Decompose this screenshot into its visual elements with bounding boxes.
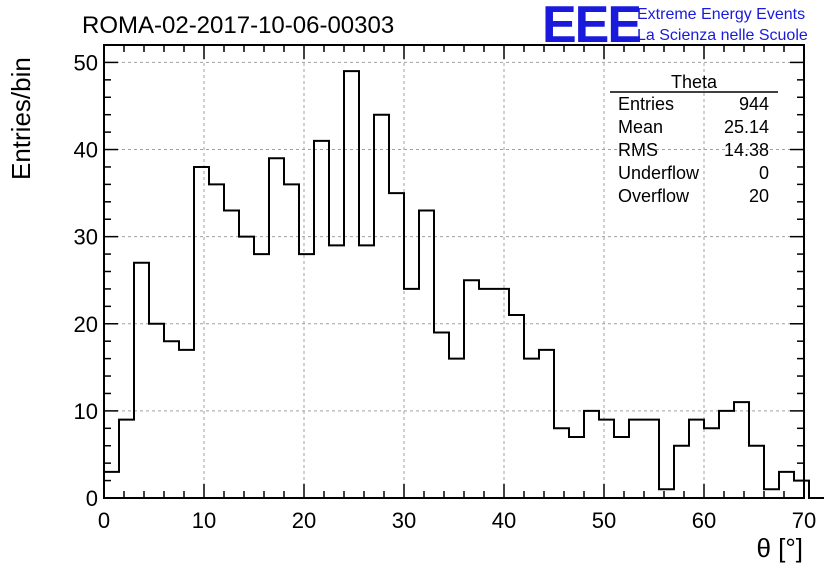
x-tick-label: 10 (192, 508, 216, 533)
logo-line-2: La Scienza nelle Scuole (637, 27, 808, 44)
x-axis-title: θ [°] (756, 533, 803, 563)
x-tick-label: 50 (592, 508, 616, 533)
stats-row-value: 20 (749, 186, 769, 206)
stats-row-value: 944 (739, 94, 769, 114)
x-tick-labels: 0 10 20 30 40 50 60 70 (98, 508, 816, 533)
grid-lines (104, 45, 804, 498)
axis-ticks (103, 44, 805, 499)
stats-row-label: Underflow (618, 163, 700, 183)
eee-logo: EEE Extreme Energy Events La Scienza nel… (542, 0, 808, 54)
stats-row-value: 14.38 (724, 140, 769, 160)
stats-row-label: Mean (618, 117, 663, 137)
y-tick-label: 30 (74, 225, 98, 250)
y-tick-label: 20 (74, 312, 98, 337)
y-tick-label: 10 (74, 399, 98, 424)
histogram-series-line (103, 70, 824, 499)
x-tick-label: 0 (98, 508, 110, 533)
stats-row-label: RMS (618, 140, 658, 160)
y-tick-label: 50 (74, 50, 98, 75)
y-axis-title: Entries/bin (6, 57, 36, 180)
x-tick-label: 70 (792, 508, 816, 533)
y-tick-labels: 0 10 20 30 40 50 (74, 50, 98, 511)
logo-line-1: Extreme Energy Events (637, 6, 805, 23)
x-tick-label: 40 (492, 508, 516, 533)
x-tick-label: 20 (292, 508, 316, 533)
stats-row-value: 25.14 (724, 117, 769, 137)
stats-row-label: Overflow (618, 186, 690, 206)
chart-title: ROMA-02-2017-10-06-00303 (82, 12, 394, 39)
stats-rows: Entries 944 Mean 25.14 RMS 14.38 Underflow 0 Ove… (618, 94, 769, 206)
plot-frame (103, 44, 805, 499)
y-tick-label: 40 (74, 138, 98, 163)
x-tick-label: 60 (692, 508, 716, 533)
stats-title: Theta (671, 72, 718, 92)
stats-row-value: 0 (759, 163, 769, 183)
x-tick-label: 30 (392, 508, 416, 533)
y-tick-label: 0 (86, 486, 98, 511)
stats-row-label: Entries (618, 94, 674, 114)
stats-box: Theta Entries 944 Mean 25.14 RMS 14.38 Underfl… (610, 72, 778, 206)
